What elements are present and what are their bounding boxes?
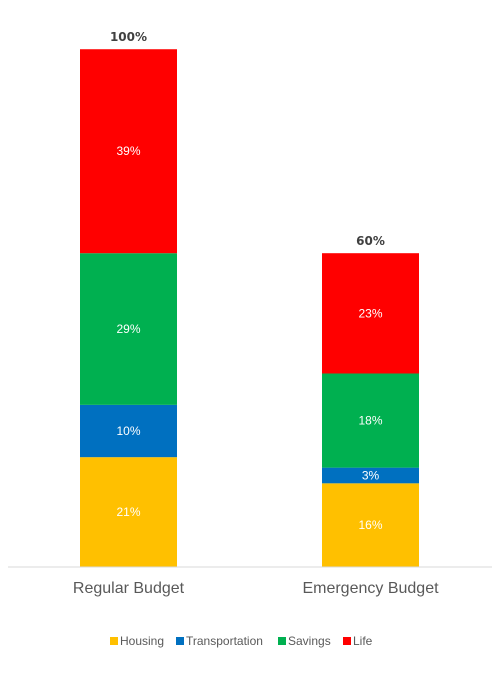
- legend-swatch: [343, 637, 351, 645]
- bars-group: 21% 10% 29% 39% 100% 16% 3% 18% 23% 60%: [80, 30, 419, 567]
- data-label: 10%: [116, 424, 140, 438]
- legend-item-housing: Housing: [110, 634, 164, 648]
- category-labels: Regular Budget Emergency Budget: [73, 580, 439, 597]
- legend-swatch: [278, 637, 286, 645]
- bar-segment-life-regular: [80, 49, 177, 254]
- total-label: 60%: [356, 234, 385, 248]
- legend-swatch: [176, 637, 184, 645]
- data-label: 18%: [358, 414, 382, 428]
- legend-swatch: [110, 637, 118, 645]
- category-label: Emergency Budget: [302, 580, 439, 597]
- bar-segment-housing-regular: [80, 457, 177, 567]
- legend-item-savings: Savings: [278, 634, 331, 648]
- bar-segment-housing-emergency: [322, 483, 419, 567]
- bar-segment-transportation-emergency: [322, 467, 419, 484]
- data-label: 21%: [116, 505, 140, 519]
- legend-item-transportation: Transportation: [176, 634, 263, 648]
- data-label: 3%: [362, 468, 380, 482]
- legend-label: Savings: [288, 634, 331, 648]
- legend-label: Transportation: [186, 634, 263, 648]
- data-label: 39%: [116, 144, 140, 158]
- bar-segment-transportation-regular: [80, 404, 177, 458]
- legend: Housing Transportation Savings Life: [110, 634, 373, 648]
- bar-segment-life-emergency: [322, 253, 419, 374]
- legend-label: Life: [353, 634, 373, 648]
- legend-label: Housing: [120, 634, 164, 648]
- data-label: 23%: [358, 306, 382, 320]
- total-label: 100%: [110, 30, 147, 44]
- category-label: Regular Budget: [73, 580, 185, 597]
- legend-item-life: Life: [343, 634, 373, 648]
- bar-segment-savings-emergency: [322, 373, 419, 468]
- data-label: 29%: [116, 322, 140, 336]
- data-label: 16%: [358, 518, 382, 532]
- bar-segment-savings-regular: [80, 253, 177, 405]
